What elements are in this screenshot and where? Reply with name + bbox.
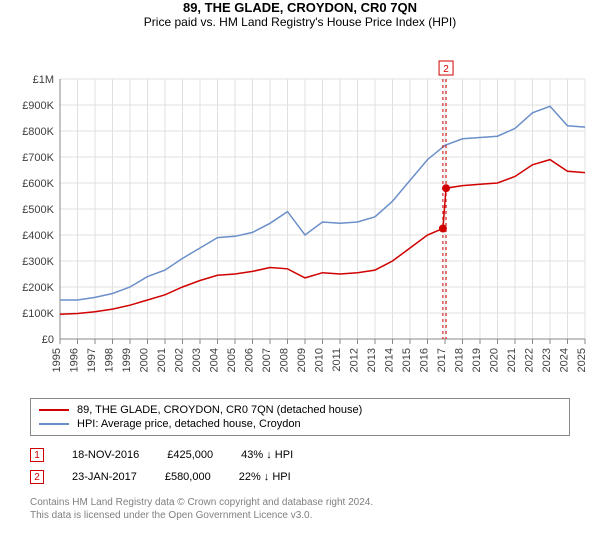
event-row: 2 23-JAN-2017 £580,000 22% ↓ HPI [30, 466, 570, 488]
svg-text:2001: 2001 [156, 348, 168, 372]
svg-text:2014: 2014 [384, 348, 396, 372]
event-marker-icon: 2 [30, 470, 44, 484]
svg-text:2023: 2023 [541, 348, 553, 372]
footer-line: This data is licensed under the Open Gov… [30, 509, 570, 522]
legend: 89, THE GLADE, CROYDON, CR0 7QN (detache… [30, 398, 570, 436]
svg-text:2017: 2017 [436, 348, 448, 372]
svg-text:2022: 2022 [524, 348, 536, 372]
event-row: 1 18-NOV-2016 £425,000 43% ↓ HPI [30, 444, 570, 466]
svg-text:£500K: £500K [22, 204, 54, 216]
event-marker-icon: 1 [30, 448, 44, 462]
svg-text:2: 2 [443, 64, 449, 75]
svg-text:2002: 2002 [174, 348, 186, 372]
legend-swatch [39, 409, 69, 411]
svg-text:1998: 1998 [104, 348, 116, 372]
svg-text:2009: 2009 [296, 348, 308, 372]
svg-text:2005: 2005 [226, 348, 238, 372]
footer-attribution: Contains HM Land Registry data © Crown c… [30, 496, 570, 522]
svg-text:2025: 2025 [576, 348, 588, 372]
svg-text:2013: 2013 [366, 348, 378, 372]
legend-label: 89, THE GLADE, CROYDON, CR0 7QN (detache… [77, 404, 362, 416]
svg-text:£400K: £400K [22, 230, 54, 242]
svg-text:2016: 2016 [419, 348, 431, 372]
svg-text:2021: 2021 [506, 348, 518, 372]
svg-text:2010: 2010 [314, 348, 326, 372]
svg-text:1999: 1999 [121, 348, 133, 372]
svg-text:£0: £0 [42, 334, 54, 346]
svg-text:2006: 2006 [244, 348, 256, 372]
svg-text:2024: 2024 [559, 348, 571, 372]
svg-text:£300K: £300K [22, 256, 54, 268]
svg-text:1995: 1995 [51, 348, 63, 372]
svg-text:£1M: £1M [33, 74, 54, 86]
event-dot [442, 184, 450, 192]
svg-text:2019: 2019 [471, 348, 483, 372]
svg-text:£600K: £600K [22, 178, 54, 190]
svg-text:2015: 2015 [401, 348, 413, 372]
svg-text:£900K: £900K [22, 100, 54, 112]
svg-text:£100K: £100K [22, 308, 54, 320]
event-table: 1 18-NOV-2016 £425,000 43% ↓ HPI 2 23-JAN-201… [30, 444, 570, 488]
legend-label: HPI: Average price, detached house, Croy… [77, 418, 301, 430]
svg-text:2000: 2000 [139, 348, 151, 372]
event-diff: 22% ↓ HPI [239, 471, 291, 483]
page-subtitle: Price paid vs. HM Land Registry's House … [0, 15, 600, 29]
svg-text:2020: 2020 [489, 348, 501, 372]
svg-text:2003: 2003 [191, 348, 203, 372]
svg-text:2011: 2011 [331, 348, 343, 372]
legend-item: 89, THE GLADE, CROYDON, CR0 7QN (detache… [39, 403, 561, 417]
legend-item: HPI: Average price, detached house, Croy… [39, 417, 561, 431]
event-date: 18-NOV-2016 [72, 449, 139, 461]
svg-text:£200K: £200K [22, 282, 54, 294]
price-chart: £0 £100K £200K £300K £400K £500K £600K £700K £80… [0, 29, 600, 389]
svg-text:2007: 2007 [261, 348, 273, 372]
event-price: £425,000 [167, 449, 213, 461]
svg-text:1996: 1996 [69, 348, 81, 372]
svg-text:1997: 1997 [86, 348, 98, 372]
svg-text:£700K: £700K [22, 152, 54, 164]
svg-text:2008: 2008 [279, 348, 291, 372]
svg-text:2012: 2012 [349, 348, 361, 372]
legend-swatch [39, 423, 69, 425]
event-date: 23-JAN-2017 [72, 471, 137, 483]
page-title: 89, THE GLADE, CROYDON, CR0 7QN [0, 0, 600, 15]
svg-text:£800K: £800K [22, 126, 54, 138]
svg-text:2018: 2018 [454, 348, 466, 372]
event-diff: 43% ↓ HPI [241, 449, 293, 461]
event-price: £580,000 [165, 471, 211, 483]
svg-text:2004: 2004 [209, 348, 221, 372]
footer-line: Contains HM Land Registry data © Crown c… [30, 496, 570, 509]
